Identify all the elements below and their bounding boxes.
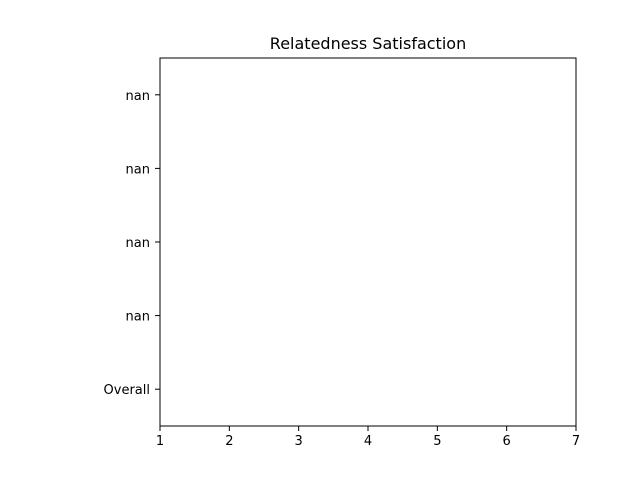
y-tick-label: nan: [126, 89, 150, 104]
x-tick-label: 4: [364, 434, 372, 449]
y-tick-label: nan: [126, 236, 150, 251]
y-tick-label: nan: [126, 310, 150, 325]
x-tick-label: 7: [572, 434, 580, 449]
x-axis: 1 2 3 4 5 6 7: [156, 426, 580, 449]
x-tick-label: 2: [225, 434, 233, 449]
chart-title: Relatedness Satisfaction: [270, 34, 466, 53]
x-tick-label: 1: [156, 434, 164, 449]
x-tick-label: 3: [295, 434, 303, 449]
x-tick-label: 5: [433, 434, 441, 449]
y-tick-label: Overall: [104, 383, 150, 398]
y-axis: Overall nan nan nan nan: [104, 89, 160, 398]
plot-frame: [159, 57, 577, 427]
y-tick-label: nan: [126, 162, 150, 177]
x-tick-label: 6: [503, 434, 511, 449]
